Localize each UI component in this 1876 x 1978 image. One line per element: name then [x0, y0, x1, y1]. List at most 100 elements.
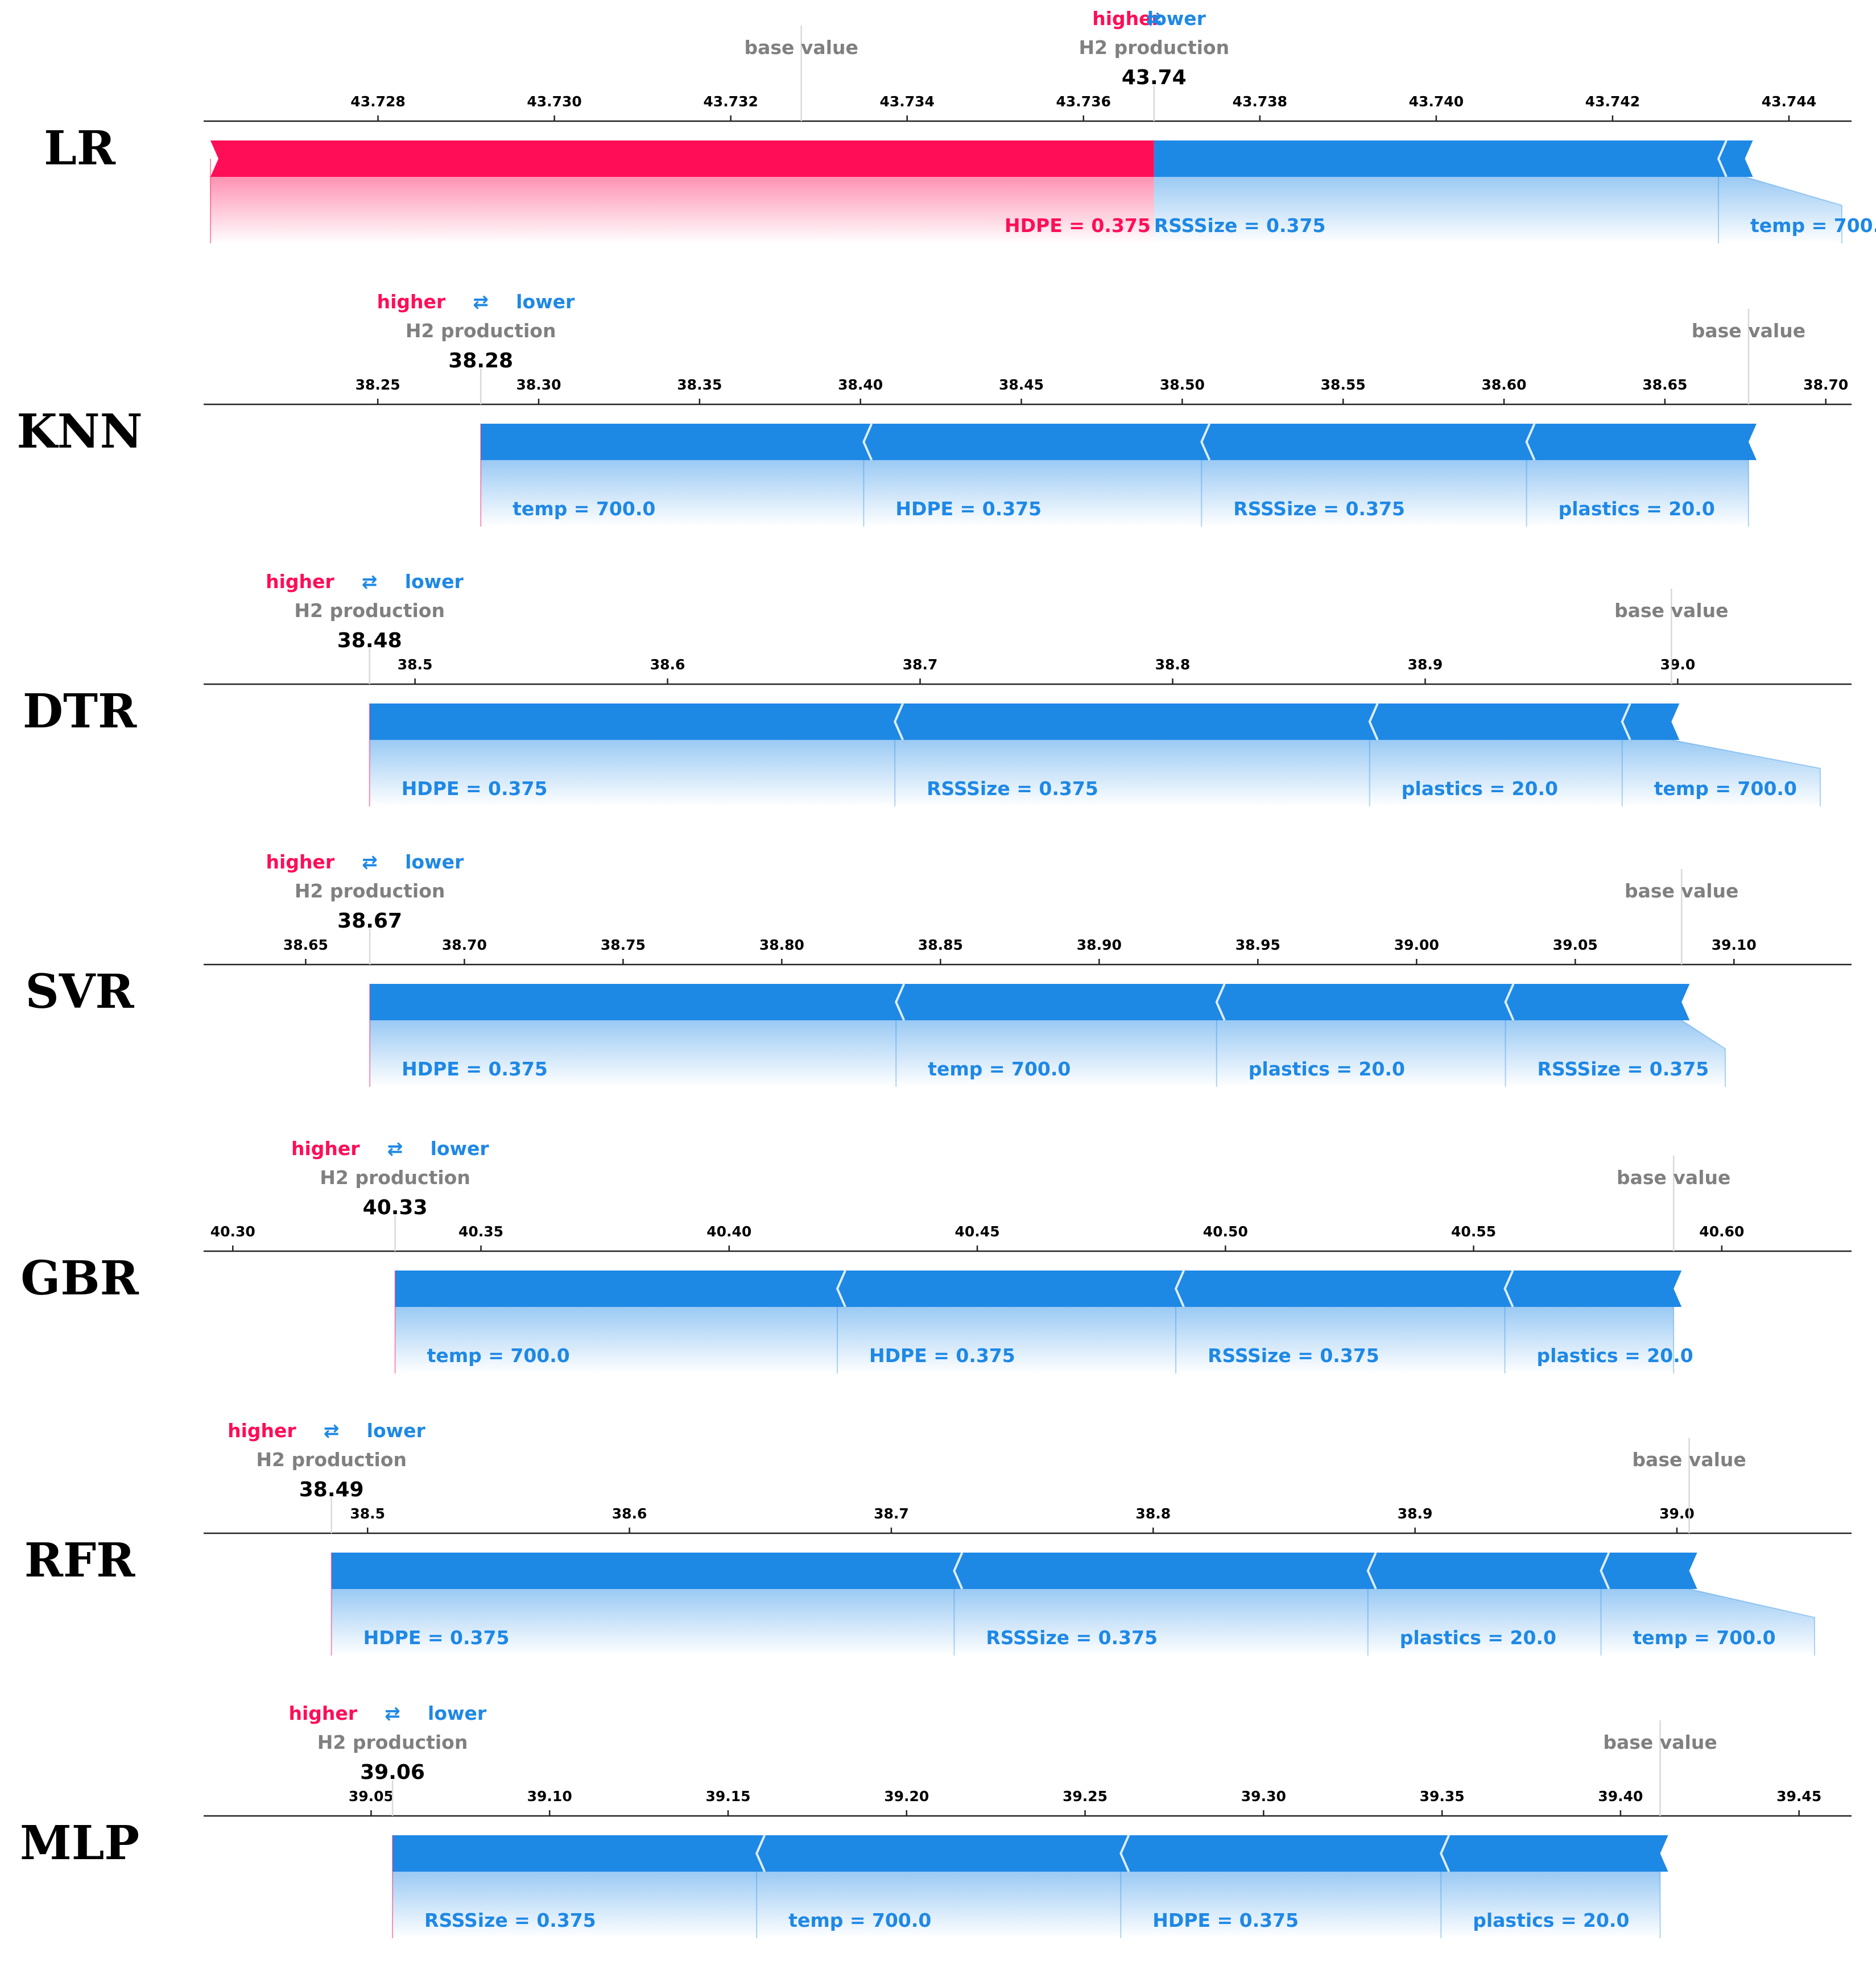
tick-label: 39.40	[1598, 1788, 1643, 1805]
legend-higher: higher	[377, 291, 446, 313]
negative-feature-shade	[1622, 740, 1820, 806]
negative-feature-bar	[395, 1271, 846, 1307]
feature-label: HDPE = 0.375	[363, 1627, 510, 1649]
negative-feature-shade	[1505, 1020, 1725, 1087]
legend-lower: lower	[405, 570, 464, 593]
legend-lower: lower	[405, 851, 464, 873]
tick-label: 38.5	[350, 1505, 385, 1522]
negative-feature-bar	[1121, 1835, 1449, 1872]
output-value: 38.67	[337, 909, 402, 933]
output-value: 38.49	[299, 1478, 364, 1501]
legend-higher: higher	[266, 570, 334, 593]
tick-label: 38.85	[918, 937, 963, 953]
tick-label: 38.65	[283, 937, 328, 953]
negative-feature-shade	[1121, 1872, 1441, 1938]
positive-feature-bar	[210, 140, 1154, 177]
base-value-label: base value	[1614, 599, 1728, 622]
tick-label: 40.50	[1203, 1223, 1248, 1240]
feature-divider	[1671, 739, 1821, 806]
force-plot-mlp: MLP 39.05 39.10 39.15 39.20 39.25 39.30 39.35 39…	[20, 1702, 1852, 1938]
feature-label: plastics = 20.0	[1249, 1058, 1405, 1080]
tick-label: 38.40	[838, 376, 883, 393]
feature-label: RSSSize = 0.375	[1154, 214, 1326, 237]
feature-label: plastics = 20.0	[1559, 498, 1715, 520]
base-value-label: base value	[1617, 1166, 1730, 1189]
feature-label: temp = 700.0	[788, 1909, 931, 1931]
output-value: 39.06	[360, 1761, 425, 1784]
tick-label: 38.80	[759, 937, 804, 953]
negative-feature-shade	[757, 1872, 1121, 1938]
segment-separator	[1200, 423, 1211, 461]
negative-feature-bar	[481, 424, 872, 460]
negative-feature-shade	[1505, 1307, 1674, 1373]
feature-label: temp = 700.0	[928, 1058, 1071, 1080]
tick-label: 38.75	[601, 937, 646, 953]
tick-label: 38.25	[356, 376, 400, 393]
negative-feature-shade	[481, 460, 864, 527]
negative-feature-shade	[1441, 1872, 1660, 1938]
tick-label: 38.9	[1398, 1505, 1433, 1522]
negative-feature-shade	[1369, 740, 1622, 806]
tick-label: 43.744	[1762, 93, 1816, 110]
tick-label: 40.60	[1699, 1223, 1744, 1240]
base-value-label: base value	[1692, 320, 1805, 342]
negative-feature-shade	[896, 1020, 1217, 1087]
negative-feature-bar	[1718, 140, 1753, 177]
tick-label: 40.55	[1451, 1223, 1496, 1240]
tick-label: 39.00	[1394, 937, 1439, 953]
feature-label: temp = 700.0	[427, 1344, 570, 1367]
tick-label: 39.35	[1420, 1788, 1465, 1805]
tick-label: 38.70	[442, 937, 487, 953]
negative-feature-shade	[1526, 460, 1749, 527]
tick-label: 38.45	[999, 376, 1044, 393]
feature-label: RSSSize = 0.375	[424, 1909, 596, 1931]
feature-label: RSSSize = 0.375	[1538, 1058, 1709, 1080]
negative-feature-shade	[1176, 1307, 1505, 1373]
segment-separator	[1503, 1270, 1514, 1307]
positive-feature-shade	[210, 177, 1154, 243]
tick-label: 40.45	[955, 1223, 1000, 1240]
segment-separator	[1215, 983, 1226, 1021]
negative-feature-bar	[1369, 704, 1630, 740]
tick-label: 38.6	[650, 656, 685, 673]
segment-separator	[893, 703, 904, 740]
tick-label: 38.30	[516, 376, 561, 393]
feature-divider	[1689, 1588, 1815, 1656]
negative-feature-shade	[954, 1589, 1368, 1656]
negative-feature-bar	[1367, 1553, 1609, 1589]
negative-feature-bar	[1154, 140, 1726, 177]
tick-label: 43.740	[1409, 93, 1464, 110]
output-name: H2 production	[320, 1166, 470, 1189]
feature-label: plastics = 20.0	[1400, 1627, 1556, 1649]
tick-label: 40.30	[210, 1223, 255, 1240]
tick-label: 39.05	[1553, 937, 1598, 953]
model-label: SVR	[26, 965, 135, 1019]
negative-feature-shade	[1154, 177, 1718, 243]
feature-label: temp = 700.0	[1633, 1627, 1775, 1649]
legend-higher: higher	[228, 1420, 296, 1442]
tick-label: 39.05	[349, 1788, 394, 1805]
tick-label: 43.732	[703, 93, 758, 110]
feature-label: plastics = 20.0	[1473, 1909, 1629, 1931]
force-plot-gbr: GBR 40.30 40.35 40.40 40.45 40.50 40.55 40.60 ba…	[20, 1137, 1852, 1373]
output-value: 43.74	[1122, 66, 1187, 89]
tick-label: 39.45	[1776, 1788, 1821, 1805]
segment-separator	[1368, 703, 1379, 740]
base-value-label: base value	[1625, 880, 1738, 902]
feature-label: temp = 700.0	[1654, 777, 1797, 800]
tick-label: 38.70	[1803, 376, 1848, 393]
segment-separator	[755, 1835, 766, 1872]
tick-label: 39.15	[705, 1788, 750, 1805]
base-value-label: base value	[744, 36, 858, 59]
output-name: H2 production	[256, 1449, 407, 1471]
force-plot-lr: LR 43.728 43.730 43.732 43.734 43.736 43.738 43…	[44, 7, 1876, 243]
legend-arrow-icon: ⇄	[387, 1137, 403, 1160]
model-label: RFR	[24, 1533, 135, 1588]
tick-label: 38.35	[677, 376, 722, 393]
negative-feature-bar	[1526, 424, 1757, 460]
negative-feature-shade	[1367, 1589, 1601, 1656]
tick-label: 38.8	[1135, 1505, 1171, 1522]
tick-label: 39.10	[1712, 937, 1757, 953]
legend-lower: lower	[367, 1420, 426, 1442]
